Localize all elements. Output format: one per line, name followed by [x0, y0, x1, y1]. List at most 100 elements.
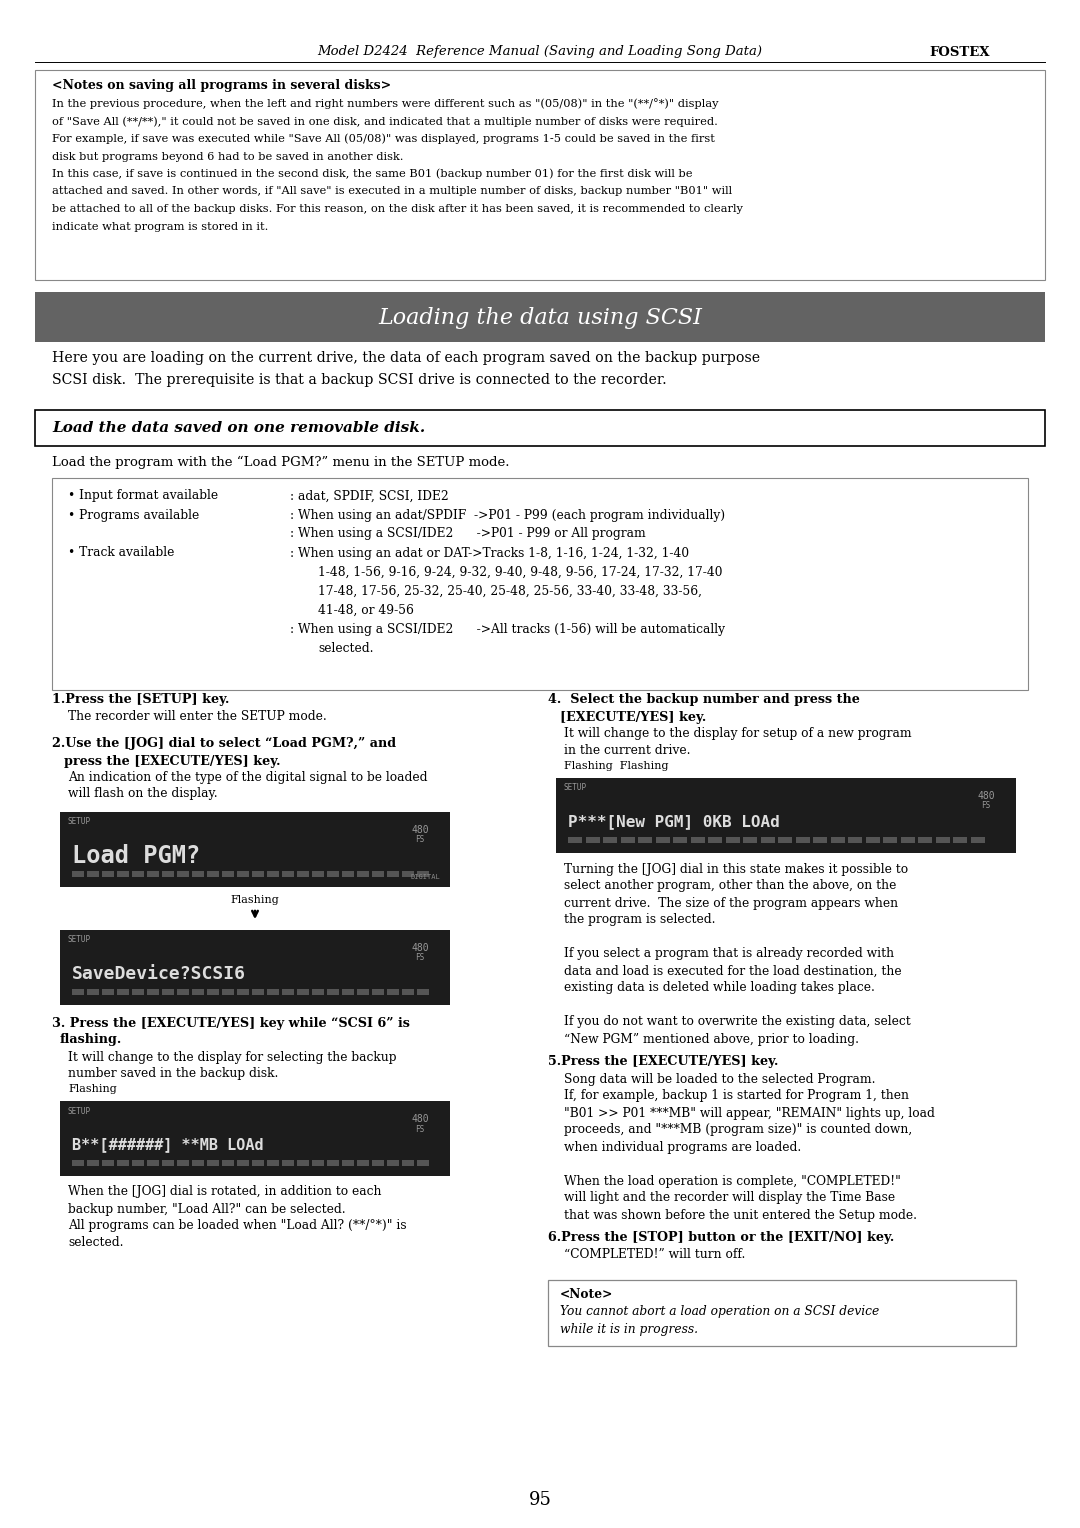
Bar [417, 871, 429, 877]
Text: be attached to all of the backup disks. For this reason, on the disk after it ha: be attached to all of the backup disks. … [52, 205, 743, 214]
Bar [192, 871, 204, 877]
Text: : When using a SCSI/IDE2      ->P01 - P99 or All program: : When using a SCSI/IDE2 ->P01 - P99 or … [291, 527, 646, 541]
Text: • Programs available: • Programs available [68, 509, 199, 521]
Text: • Track available: • Track available [68, 547, 174, 559]
Bar [865, 837, 879, 843]
Bar [192, 1160, 204, 1166]
Text: flashing.: flashing. [60, 1033, 122, 1047]
Text: Flashing: Flashing [231, 895, 280, 905]
Text: current drive.  The size of the program appears when: current drive. The size of the program a… [564, 897, 899, 909]
Bar [207, 989, 219, 995]
Bar [147, 871, 159, 877]
Text: SETUP: SETUP [68, 1106, 91, 1115]
Text: An indication of the type of the digital signal to be loaded: An indication of the type of the digital… [68, 772, 428, 784]
Bar [192, 989, 204, 995]
Bar [638, 837, 652, 843]
Text: 480: 480 [411, 1114, 429, 1125]
Bar [372, 989, 384, 995]
Bar [60, 811, 450, 886]
Bar [72, 1160, 84, 1166]
Bar [132, 1160, 144, 1166]
Text: SETUP: SETUP [564, 784, 588, 793]
Bar [117, 1160, 129, 1166]
Bar [177, 989, 189, 995]
Bar [402, 871, 414, 877]
Bar [312, 871, 324, 877]
Bar [117, 871, 129, 877]
Bar [656, 837, 670, 843]
Text: SaveDevice?SCSI6: SaveDevice?SCSI6 [72, 966, 246, 983]
Text: of "Save All (**/**)," it could not be saved in one disk, and indicated that a m: of "Save All (**/**)," it could not be s… [52, 116, 718, 127]
Text: P***[New PGM] 0KB LOAd: P***[New PGM] 0KB LOAd [568, 814, 780, 830]
Text: select another program, other than the above, on the: select another program, other than the a… [564, 880, 896, 892]
Bar [102, 871, 114, 877]
Bar [252, 1160, 264, 1166]
Text: B**[######] **MB LOAd: B**[######] **MB LOAd [72, 1137, 264, 1152]
Bar [327, 989, 339, 995]
Bar [918, 837, 932, 843]
Bar [778, 837, 792, 843]
Text: 480: 480 [411, 825, 429, 834]
Text: proceeds, and "***MB (program size)" is counted down,: proceeds, and "***MB (program size)" is … [564, 1123, 913, 1137]
Bar [312, 989, 324, 995]
Bar [327, 871, 339, 877]
Bar [387, 1160, 399, 1166]
Text: Flashing: Flashing [68, 1083, 117, 1094]
Text: <Notes on saving all programs in several disks>: <Notes on saving all programs in several… [52, 79, 391, 93]
Text: 17-48, 17-56, 25-32, 25-40, 25-48, 25-56, 33-40, 33-48, 33-56,: 17-48, 17-56, 25-32, 25-40, 25-48, 25-56… [318, 585, 702, 597]
Bar [72, 871, 84, 877]
Text: Load the data saved on one removable disk.: Load the data saved on one removable dis… [52, 422, 426, 435]
Bar [372, 871, 384, 877]
Bar [267, 871, 279, 877]
Text: All programs can be loaded when "Load All? (**/°*)" is: All programs can be loaded when "Load Al… [68, 1219, 407, 1233]
Text: disk but programs beyond 6 had to be saved in another disk.: disk but programs beyond 6 had to be sav… [52, 151, 404, 162]
Bar [621, 837, 635, 843]
Bar [342, 989, 354, 995]
Text: If you do not want to overwrite the existing data, select: If you do not want to overwrite the exis… [564, 1016, 910, 1028]
Bar [387, 989, 399, 995]
Text: press the [EXECUTE/YES] key.: press the [EXECUTE/YES] key. [64, 755, 281, 767]
Text: : When using a SCSI/IDE2      ->All tracks (1-56) will be automatically: : When using a SCSI/IDE2 ->All tracks (1… [291, 622, 725, 636]
Bar [162, 1160, 174, 1166]
Bar [417, 1160, 429, 1166]
Text: Flashing  Flashing: Flashing Flashing [564, 761, 669, 772]
Bar [237, 1160, 249, 1166]
Bar [207, 1160, 219, 1166]
Bar [35, 410, 1045, 446]
Bar [548, 1280, 1016, 1346]
Bar [327, 1160, 339, 1166]
Text: DIGITAL: DIGITAL [410, 874, 440, 880]
Bar [813, 837, 827, 843]
Bar [312, 1160, 324, 1166]
Text: 480: 480 [977, 792, 995, 801]
Text: 480: 480 [411, 943, 429, 953]
Bar [585, 837, 599, 843]
Text: FS: FS [416, 836, 424, 845]
Bar [267, 1160, 279, 1166]
Text: Load the program with the “Load PGM?” menu in the SETUP mode.: Load the program with the “Load PGM?” me… [52, 455, 510, 469]
Bar [87, 989, 99, 995]
Text: In this case, if save is continued in the second disk, the same B01 (backup numb: In this case, if save is continued in th… [52, 168, 692, 179]
Bar [162, 871, 174, 877]
Bar [417, 989, 429, 995]
Text: FS: FS [416, 1125, 424, 1134]
Bar [222, 1160, 234, 1166]
Text: number saved in the backup disk.: number saved in the backup disk. [68, 1067, 279, 1079]
Bar [60, 931, 450, 1005]
Text: FOSTEX: FOSTEX [930, 46, 990, 58]
Bar [177, 871, 189, 877]
Bar [357, 871, 369, 877]
Text: will flash on the display.: will flash on the display. [68, 787, 218, 801]
Bar [796, 837, 810, 843]
Text: You cannot abort a load operation on a SCSI device: You cannot abort a load operation on a S… [561, 1305, 879, 1319]
Text: In the previous procedure, when the left and right numbers were different such a: In the previous procedure, when the left… [52, 99, 718, 110]
Text: 41-48, or 49-56: 41-48, or 49-56 [318, 604, 414, 616]
Text: 5.Press the [EXECUTE/YES] key.: 5.Press the [EXECUTE/YES] key. [548, 1056, 779, 1068]
Text: selected.: selected. [318, 642, 374, 654]
Bar [935, 837, 949, 843]
Bar [207, 871, 219, 877]
Text: backup number, "Load All?" can be selected.: backup number, "Load All?" can be select… [68, 1203, 346, 1215]
Text: indicate what program is stored in it.: indicate what program is stored in it. [52, 222, 268, 232]
Bar [87, 1160, 99, 1166]
Text: "B01 >> P01 ***MB" will appear, "REMAIN" lights up, load: "B01 >> P01 ***MB" will appear, "REMAIN"… [564, 1106, 935, 1120]
